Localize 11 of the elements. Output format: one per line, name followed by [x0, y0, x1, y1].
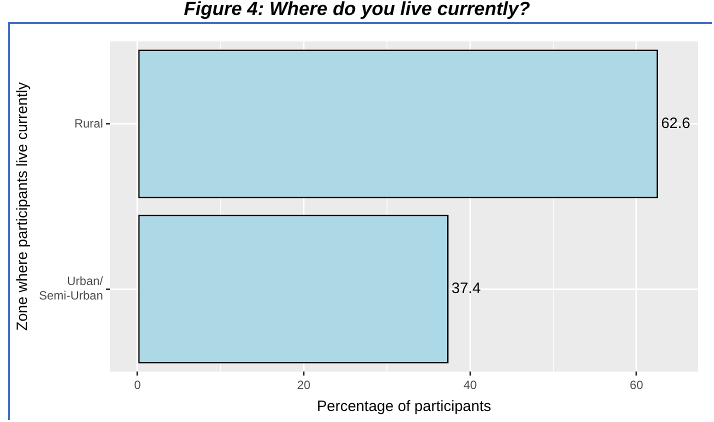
- chart-title: Figure 4: Where do you live currently?: [182, 0, 532, 20]
- x-tick-label: 0: [134, 378, 142, 392]
- x-tick-label: 40: [463, 378, 478, 392]
- y-tick-label: Urban/ Semi-Urban: [38, 274, 104, 303]
- y-axis-title: Zone where participants live currently: [14, 82, 32, 331]
- data-label: 37.4: [452, 280, 481, 298]
- x-axis-title: Percentage of participants: [316, 398, 492, 416]
- data-label: 62.6: [661, 115, 690, 132]
- x-tick-label: 20: [297, 378, 311, 392]
- x-tick-label: 60: [630, 378, 644, 392]
- y-tick-label: Rural: [74, 116, 104, 130]
